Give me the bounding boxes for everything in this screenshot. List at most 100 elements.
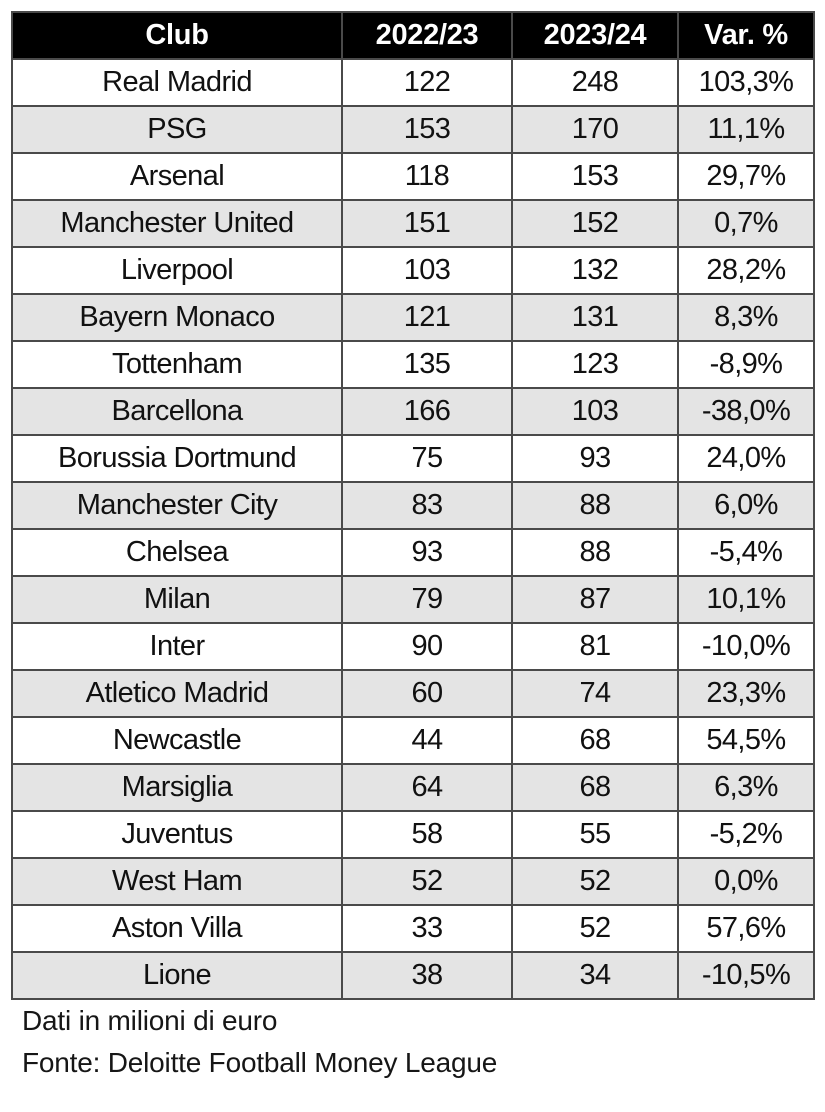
cell-club: Inter	[12, 623, 343, 671]
cell-club: Liverpool	[12, 247, 343, 295]
cell-2023-24: 88	[512, 482, 679, 530]
cell-var-pct: 23,3%	[678, 670, 814, 718]
table-notes: Dati in milioni di euro Fonte: Deloitte …	[22, 1000, 802, 1084]
cell-var-pct: 11,1%	[678, 106, 814, 154]
cell-var-pct: 28,2%	[678, 247, 814, 295]
cell-var-pct: -5,2%	[678, 811, 814, 859]
cell-2022-23: 64	[342, 764, 513, 812]
column-header-2023-24[interactable]: 2023/24	[512, 12, 679, 60]
cell-2023-24: 93	[512, 435, 679, 483]
cell-club: Atletico Madrid	[12, 670, 343, 718]
cell-2022-23: 60	[342, 670, 513, 718]
cell-var-pct: -10,5%	[678, 952, 814, 999]
cell-2022-23: 151	[342, 200, 513, 248]
cell-2023-24: 55	[512, 811, 679, 859]
table-row: Atletico Madrid 60 74 23,3%	[12, 670, 814, 718]
column-header-club[interactable]: Club	[12, 12, 343, 60]
cell-var-pct: -10,0%	[678, 623, 814, 671]
table-row: Newcastle 44 68 54,5%	[12, 717, 814, 765]
cell-2023-24: 34	[512, 952, 679, 999]
table-body: Real Madrid 122 248 103,3% PSG 153 170 11,1% Ars…	[12, 59, 814, 999]
cell-var-pct: 10,1%	[678, 576, 814, 624]
cell-club: Arsenal	[12, 153, 343, 201]
money-league-table: Club 2022/23 2023/24 Var. % Real Madrid 1…	[11, 11, 815, 1000]
cell-club: Chelsea	[12, 529, 343, 577]
table-row: Inter 90 81 -10,0%	[12, 623, 814, 671]
table-row: Lione 38 34 -10,5%	[12, 952, 814, 999]
cell-club: Milan	[12, 576, 343, 624]
table-row: Real Madrid 122 248 103,3%	[12, 59, 814, 107]
cell-2022-23: 44	[342, 717, 513, 765]
table-header: Club 2022/23 2023/24 Var. %	[12, 12, 814, 60]
cell-var-pct: 57,6%	[678, 905, 814, 953]
cell-2022-23: 118	[342, 153, 513, 201]
cell-2022-23: 58	[342, 811, 513, 859]
cell-var-pct: 8,3%	[678, 294, 814, 342]
cell-2022-23: 122	[342, 59, 513, 107]
cell-var-pct: 54,5%	[678, 717, 814, 765]
cell-2022-23: 93	[342, 529, 513, 577]
cell-2022-23: 90	[342, 623, 513, 671]
cell-2022-23: 153	[342, 106, 513, 154]
cell-club: Aston Villa	[12, 905, 343, 953]
cell-club: Newcastle	[12, 717, 343, 765]
cell-2023-24: 52	[512, 905, 679, 953]
cell-club: Manchester City	[12, 482, 343, 530]
table-row: Marsiglia 64 68 6,3%	[12, 764, 814, 812]
cell-2023-24: 88	[512, 529, 679, 577]
table-row: Manchester City 83 88 6,0%	[12, 482, 814, 530]
column-header-2022-23[interactable]: 2022/23	[342, 12, 513, 60]
cell-2022-23: 52	[342, 858, 513, 906]
cell-2023-24: 74	[512, 670, 679, 718]
table-row: PSG 153 170 11,1%	[12, 106, 814, 154]
cell-2023-24: 68	[512, 717, 679, 765]
cell-2022-23: 79	[342, 576, 513, 624]
cell-var-pct: 0,7%	[678, 200, 814, 248]
cell-2022-23: 135	[342, 341, 513, 389]
cell-var-pct: 6,3%	[678, 764, 814, 812]
cell-2022-23: 166	[342, 388, 513, 436]
table-row: Barcellona 166 103 -38,0%	[12, 388, 814, 436]
table-row: Milan 79 87 10,1%	[12, 576, 814, 624]
cell-var-pct: 103,3%	[678, 59, 814, 107]
table-header-row: Club 2022/23 2023/24 Var. %	[12, 12, 814, 60]
table-row: Tottenham 135 123 -8,9%	[12, 341, 814, 389]
cell-2023-24: 87	[512, 576, 679, 624]
cell-var-pct: 29,7%	[678, 153, 814, 201]
table-row: Chelsea 93 88 -5,4%	[12, 529, 814, 577]
table-row: Juventus 58 55 -5,2%	[12, 811, 814, 859]
cell-club: Barcellona	[12, 388, 343, 436]
cell-var-pct: 0,0%	[678, 858, 814, 906]
cell-club: Borussia Dortmund	[12, 435, 343, 483]
cell-var-pct: -5,4%	[678, 529, 814, 577]
note-units: Dati in milioni di euro	[22, 1005, 278, 1036]
cell-club: Juventus	[12, 811, 343, 859]
cell-2023-24: 103	[512, 388, 679, 436]
cell-2023-24: 170	[512, 106, 679, 154]
cell-club: Marsiglia	[12, 764, 343, 812]
cell-2023-24: 131	[512, 294, 679, 342]
cell-2022-23: 83	[342, 482, 513, 530]
cell-club: Real Madrid	[12, 59, 343, 107]
cell-2022-23: 75	[342, 435, 513, 483]
cell-var-pct: -38,0%	[678, 388, 814, 436]
cell-club: Lione	[12, 952, 343, 999]
cell-2023-24: 52	[512, 858, 679, 906]
table-row: Bayern Monaco 121 131 8,3%	[12, 294, 814, 342]
cell-2023-24: 123	[512, 341, 679, 389]
cell-2023-24: 153	[512, 153, 679, 201]
cell-2023-24: 68	[512, 764, 679, 812]
table-row: Liverpool 103 132 28,2%	[12, 247, 814, 295]
cell-club: West Ham	[12, 858, 343, 906]
table-row: West Ham 52 52 0,0%	[12, 858, 814, 906]
cell-2022-23: 33	[342, 905, 513, 953]
cell-2023-24: 81	[512, 623, 679, 671]
money-league-table-container: Club 2022/23 2023/24 Var. % Real Madrid 1…	[11, 11, 815, 1000]
cell-club: PSG	[12, 106, 343, 154]
table-row: Borussia Dortmund 75 93 24,0%	[12, 435, 814, 483]
cell-2022-23: 103	[342, 247, 513, 295]
cell-club: Bayern Monaco	[12, 294, 343, 342]
table-row: Manchester United 151 152 0,7%	[12, 200, 814, 248]
column-header-var-pct[interactable]: Var. %	[678, 12, 814, 60]
